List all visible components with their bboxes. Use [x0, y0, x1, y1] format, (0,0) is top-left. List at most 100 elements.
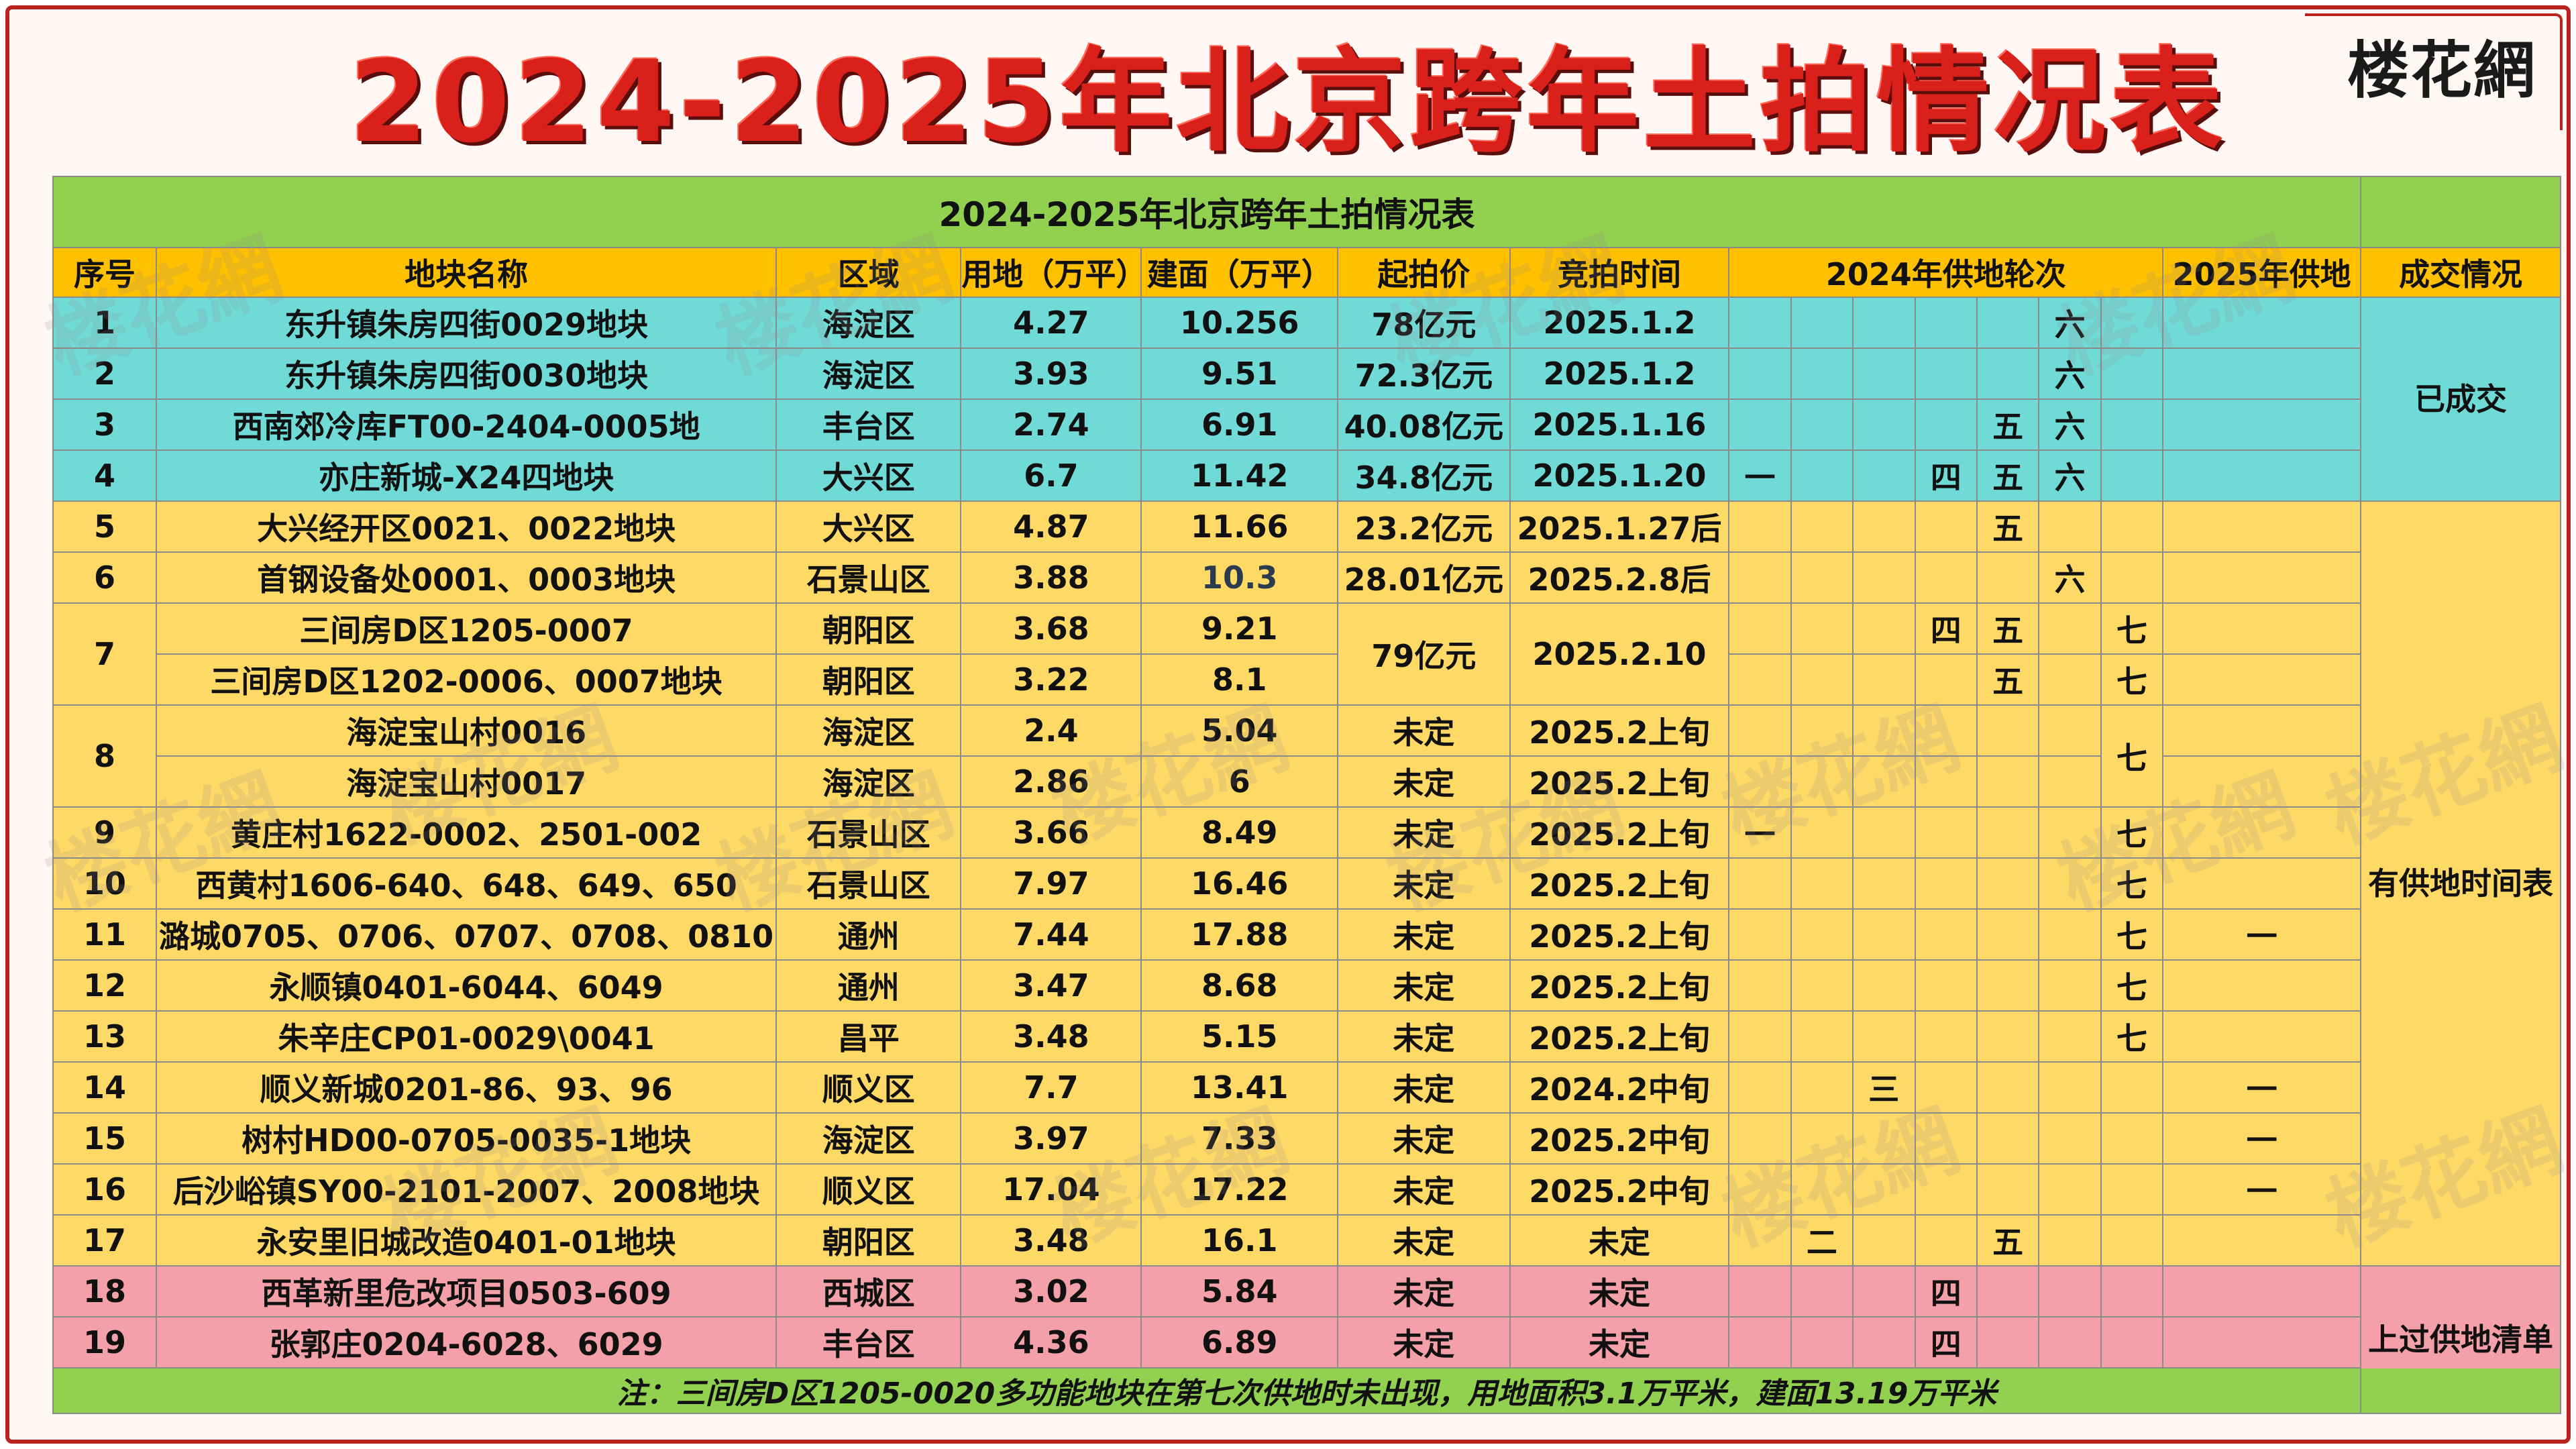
- round-cell: [1728, 1265, 1792, 1318]
- round-cell: 六: [2038, 297, 2102, 349]
- land-auction-table: 2024-2025年北京跨年土拍情况表 序号 地块名称 区域 用地（万平） 建面…: [52, 176, 2561, 1414]
- round-cell: 七: [2100, 908, 2164, 961]
- supply-2025-cell: [2162, 602, 2362, 655]
- round-cell: [1852, 959, 1916, 1012]
- round-cell: [1852, 398, 1916, 451]
- district: 昌平: [775, 1010, 962, 1063]
- parcel-name: 西南郊冷库FT00-2404-0005地: [156, 398, 777, 451]
- supply-2025-cell: [2162, 1214, 2362, 1267]
- supply-2025-cell: 一: [2162, 908, 2362, 961]
- start-price: 未定: [1337, 1214, 1511, 1267]
- round-cell: 五: [1976, 602, 2040, 655]
- header-land-area: 用地（万平）: [960, 247, 1142, 298]
- round-cell: [1728, 1061, 1792, 1114]
- round-cell: 四: [1914, 602, 1978, 655]
- supply-2025-cell: [2162, 653, 2362, 706]
- land-area: 3.47: [960, 959, 1142, 1012]
- round-cell: [1976, 908, 2040, 961]
- auction-time: 2025.2上旬: [1509, 959, 1730, 1012]
- round-cell: [1728, 398, 1792, 451]
- round-cell: [1852, 1163, 1916, 1216]
- header-status: 成交情况: [2360, 247, 2561, 298]
- header-supply-2025: 2025年供地: [2162, 247, 2362, 298]
- parcel-name: 大兴经开区0021、0022地块: [156, 500, 777, 553]
- start-price: 未定: [1337, 704, 1511, 757]
- round-cell: [1914, 857, 1978, 910]
- auction-time: 2025.1.16: [1509, 398, 1730, 451]
- district: 海淀区: [775, 347, 962, 400]
- round-cell: 五: [1976, 653, 2040, 706]
- round-cell: [2100, 398, 2164, 451]
- round-cell: [1852, 653, 1916, 706]
- build-area: 13.41: [1140, 1061, 1339, 1114]
- supply-2025-cell: 一: [2162, 1061, 2362, 1114]
- table-caption: 2024-2025年北京跨年土拍情况表: [52, 176, 2362, 248]
- auction-time: 未定: [1509, 1265, 1730, 1318]
- build-area: 11.66: [1140, 500, 1339, 553]
- build-area: 10.3: [1140, 551, 1339, 604]
- supply-2025-cell: [2162, 500, 2362, 553]
- start-price: 78亿元: [1337, 297, 1511, 349]
- round-cell: [1790, 653, 1854, 706]
- supply-2025-cell: [2162, 704, 2362, 757]
- table-row: 15 树村HD00-0705-0035-1地块 海淀区 3.97 7.33 未定 2025.…: [52, 1112, 2561, 1165]
- round-cell: [2038, 857, 2102, 910]
- round-cell: [1790, 347, 1854, 400]
- parcel-name: 海淀宝山村0016: [156, 704, 777, 757]
- district: 石景山区: [775, 857, 962, 910]
- auction-time: 2025.1.2: [1509, 297, 1730, 349]
- round-cell: [2038, 704, 2102, 757]
- supply-2025-cell: [2162, 857, 2362, 910]
- supply-2025-cell: [2162, 1316, 2362, 1368]
- land-area: 3.97: [960, 1112, 1142, 1165]
- district: 海淀区: [775, 1112, 962, 1165]
- auction-time: 2025.1.20: [1509, 449, 1730, 502]
- round-cell: [1976, 959, 2040, 1012]
- round-cell: [2100, 1112, 2164, 1165]
- auction-time: 2025.2上旬: [1509, 857, 1730, 910]
- round-cell: [1728, 755, 1792, 808]
- supply-2025-cell: [2162, 297, 2362, 349]
- district: 顺义区: [775, 1061, 962, 1114]
- round-cell: [1914, 959, 1978, 1012]
- round-cell: [1976, 297, 2040, 349]
- auction-time: 2025.2.8后: [1509, 551, 1730, 604]
- round-cell: [1790, 1061, 1854, 1114]
- note-row: 注：三间房D区1205-0020多功能地块在第七次供地时未出现，用地面积3.1万…: [52, 1367, 2561, 1414]
- round-cell: [2100, 500, 2164, 553]
- district: 丰台区: [775, 398, 962, 451]
- round-cell: 七: [2100, 1010, 2164, 1063]
- land-area: 3.02: [960, 1265, 1142, 1318]
- row-number: 5: [52, 500, 158, 553]
- build-area: 6.89: [1140, 1316, 1339, 1368]
- table-row: 17 永安里旧城改造0401-01地块 朝阳区 3.48 16.1 未定 未定二五: [52, 1214, 2561, 1267]
- round-cell: [1852, 857, 1916, 910]
- round-cell: [1728, 1112, 1792, 1165]
- round-cell: [2100, 297, 2164, 349]
- round-cell: [1976, 806, 2040, 859]
- round-cell: [1790, 704, 1854, 757]
- round-cell: [2038, 755, 2102, 808]
- start-price: 未定: [1337, 1112, 1511, 1165]
- round-cell: [2038, 1163, 2102, 1216]
- start-price: 未定: [1337, 857, 1511, 910]
- district: 朝阳区: [775, 653, 962, 706]
- round-cell: [1976, 1010, 2040, 1063]
- row-number: 4: [52, 449, 158, 502]
- table-row: 海淀宝山村0017 海淀区 2.86 6 未定 2025.2上旬: [53, 755, 2561, 808]
- round-cell: [1790, 1112, 1854, 1165]
- round-cell: [1914, 297, 1978, 349]
- round-cell: [1790, 755, 1854, 808]
- parcel-name: 西革新里危改项目0503-609: [156, 1265, 777, 1318]
- round-cell: [2038, 1010, 2102, 1063]
- round-cell: [1914, 1010, 1978, 1063]
- auction-time: 2025.2中旬: [1509, 1112, 1730, 1165]
- round-cell: 一: [1728, 449, 1792, 502]
- auction-time: 2025.1.27后: [1509, 500, 1730, 553]
- table-row: 16 后沙峪镇SY00-2101-2007、2008地块 顺义区 17.04 17.22…: [52, 1163, 2561, 1216]
- start-price: 23.2亿元: [1337, 500, 1511, 553]
- logo-corner-border: [2305, 13, 2563, 130]
- build-area: 17.22: [1140, 1163, 1339, 1216]
- start-price: 34.8亿元: [1337, 449, 1511, 502]
- build-area: 5.84: [1140, 1265, 1339, 1318]
